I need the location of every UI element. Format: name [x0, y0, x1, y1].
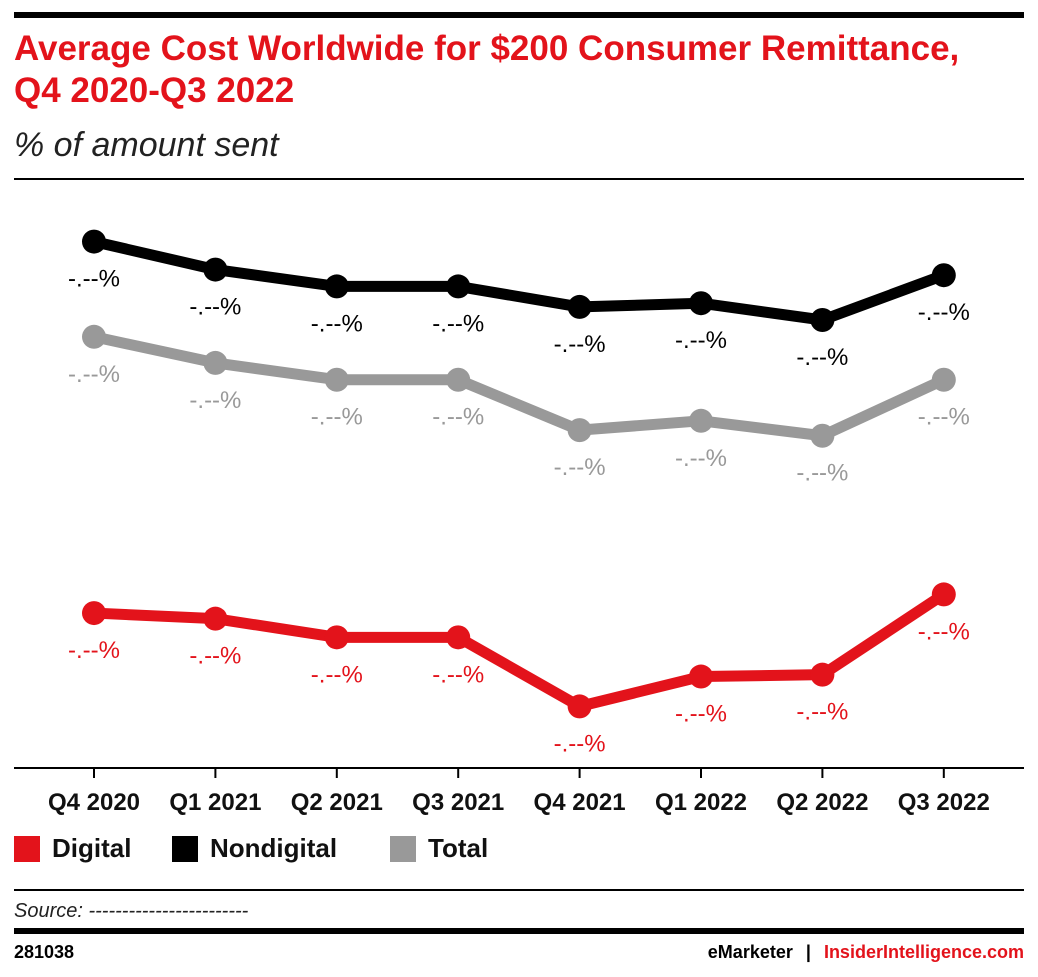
legend-label: Digital: [52, 833, 132, 863]
data-point: [82, 601, 106, 626]
data-label: -.--%: [796, 344, 848, 371]
data-point: [689, 291, 713, 316]
series-line-digital: [93, 589, 947, 712]
data-label: -.--%: [68, 637, 120, 664]
data-point: [324, 625, 349, 650]
legend-swatch-nondigital: [172, 835, 198, 862]
data-point: [810, 662, 835, 687]
data-point: [446, 367, 471, 392]
x-tick-label: Q2 2021: [291, 789, 383, 816]
figure-id: 281038: [14, 942, 75, 962]
legend-total: Total: [390, 833, 488, 864]
legend-swatch-digital: [14, 835, 40, 862]
data-point: [446, 274, 471, 299]
brand-emarketer: eMarketer: [707, 942, 793, 962]
data-label: -.--%: [68, 266, 120, 293]
data-point: [931, 367, 956, 392]
data-label: -.--%: [311, 310, 363, 337]
data-point: [324, 367, 349, 392]
brand-insider: InsiderIntelligence.com: [823, 942, 1024, 962]
data-point: [567, 694, 592, 719]
data-point: [324, 274, 349, 299]
bottom-rule: [14, 928, 1024, 934]
chart-subtitle: % of amount sent: [14, 126, 279, 164]
data-label: -.--%: [189, 294, 241, 321]
data-label: -.--%: [796, 460, 848, 487]
series-line-nondigital: [92, 236, 946, 326]
data-point: [810, 308, 835, 332]
data-label: -.--%: [432, 404, 484, 431]
data-point: [82, 324, 106, 349]
data-label: -.--%: [311, 404, 363, 431]
data-point: [689, 408, 713, 433]
footer-divider: [14, 889, 1024, 891]
data-point: [446, 625, 471, 650]
data-point: [689, 664, 713, 689]
data-label: -.--%: [68, 361, 120, 388]
data-point: [567, 418, 592, 443]
chart-title: Average Cost Worldwide for $200 Consumer…: [14, 29, 960, 110]
data-point: [931, 263, 956, 288]
data-point: [203, 257, 228, 282]
x-tick-label: Q3 2021: [412, 789, 504, 816]
data-label: -.--%: [189, 643, 241, 670]
brand-separator: |: [805, 942, 811, 962]
data-label: -.--%: [311, 661, 363, 688]
legend-label: Nondigital: [210, 833, 338, 863]
data-point: [810, 423, 835, 448]
data-point: [931, 582, 956, 607]
x-tick-label: Q4 2020: [48, 789, 140, 816]
legend-label: Total: [428, 833, 489, 863]
data-label: -.--%: [554, 331, 606, 358]
data-label: -.--%: [675, 445, 727, 472]
data-label: -.--%: [675, 327, 727, 354]
data-label: -.--%: [918, 299, 970, 326]
data-point: [203, 606, 228, 631]
source-note: Source: ------------------------: [14, 900, 249, 922]
x-tick-label: Q2 2022: [776, 789, 868, 816]
legend-swatch-total: [390, 835, 416, 862]
x-tick-label: Q3 2022: [898, 789, 990, 816]
data-label: -.--%: [189, 387, 241, 414]
series-line-total: [92, 331, 947, 442]
x-tick-label: Q4 2021: [534, 789, 626, 816]
data-point: [567, 294, 592, 319]
data-label: -.--%: [432, 310, 484, 337]
brand-footer: eMarketer | InsiderIntelligence.com: [708, 942, 1024, 963]
data-label: -.--%: [918, 618, 970, 645]
top-rule: [14, 12, 1024, 18]
data-point: [82, 229, 106, 254]
data-label: -.--%: [432, 661, 484, 688]
data-label: -.--%: [918, 404, 970, 431]
data-label: -.--%: [675, 701, 727, 728]
x-tick-label: Q1 2021: [169, 789, 261, 816]
data-point: [203, 350, 228, 375]
header-divider: [14, 178, 1024, 180]
data-label: -.--%: [554, 730, 606, 757]
legend-digital: Digital: [14, 833, 131, 864]
x-tick-label: Q1 2022: [655, 789, 747, 816]
data-label: -.--%: [554, 454, 606, 481]
legend-nondigital: Nondigital: [172, 833, 337, 864]
data-label: -.--%: [796, 699, 848, 726]
